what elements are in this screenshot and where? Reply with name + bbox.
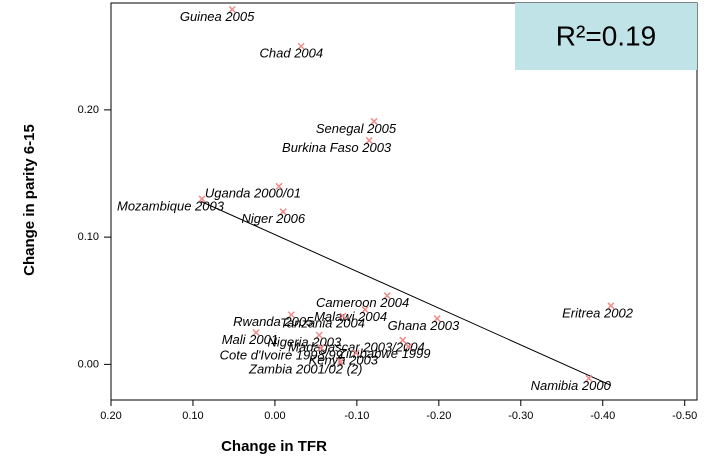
y-tick-label: 0.10 <box>78 231 99 243</box>
x-tick-label: 0.20 <box>100 410 121 422</box>
point-label: Cote d'Ivoire 1998/99 <box>220 347 343 362</box>
point <box>365 136 373 144</box>
y-tick-label: 0.20 <box>78 104 99 116</box>
point-label: Rwanda 2005 <box>233 314 314 329</box>
point <box>198 195 206 203</box>
point-label: Niger 2006 <box>242 211 306 226</box>
point-label: Malawi 2004 <box>314 309 387 324</box>
point <box>297 42 305 50</box>
point-label: Eritrea 2002 <box>562 305 634 320</box>
annotation: R²=0.19 <box>556 20 656 51</box>
x-tick-label: -0.10 <box>344 410 369 422</box>
x-tick-label: -0.30 <box>508 410 533 422</box>
point <box>336 358 345 366</box>
point <box>275 182 283 190</box>
x-tick-label: -0.50 <box>672 410 697 422</box>
point-label: Uganda 2000/01 <box>205 186 301 201</box>
point-label: Tanzania 2004 <box>280 315 365 330</box>
point-label: Mali 2001 <box>222 332 278 347</box>
point <box>585 374 593 382</box>
point-label: Senegal 2005 <box>316 121 397 136</box>
plot-frame <box>110 2 698 401</box>
point-label: Namibia 2000 <box>531 378 612 393</box>
x-tick-label: -0.40 <box>590 410 615 422</box>
x-tick-label: -0.20 <box>426 410 451 422</box>
point <box>361 306 369 314</box>
point <box>399 336 407 344</box>
point <box>317 344 325 352</box>
x-tick-label: 0.00 <box>264 410 285 422</box>
point-label: Kenya 2003 <box>309 352 379 367</box>
y-tick-label: 0.00 <box>78 358 99 370</box>
point-label: Zambia 2001/02 (2) <box>248 361 362 376</box>
point <box>252 329 260 337</box>
y-axis-title: Change in parity 6-15 <box>21 124 38 276</box>
point <box>404 343 413 351</box>
point <box>370 117 378 125</box>
point-label: Mozambique 2003 <box>117 198 225 213</box>
point-label: Madagascar 2003/2004 <box>288 340 425 355</box>
point-label: Guinea 2005 <box>180 9 255 24</box>
point-label: Chad 2004 <box>260 46 324 61</box>
point <box>315 331 323 339</box>
point <box>339 312 347 320</box>
point-label: Zimbabwe 1999 <box>337 346 431 361</box>
point <box>279 208 287 216</box>
annotation-box <box>515 3 697 70</box>
point-label: Burkina Faso 2003 <box>282 140 392 155</box>
point <box>228 5 236 13</box>
point <box>287 311 295 319</box>
point <box>383 292 391 300</box>
fit-line <box>200 201 612 386</box>
point <box>352 349 360 357</box>
point-label: Ghana 2003 <box>388 318 460 333</box>
point <box>433 315 441 323</box>
x-axis-title: Change in TFR <box>221 438 327 455</box>
x-tick-label: 0.10 <box>182 410 203 422</box>
point <box>607 302 615 310</box>
point-label: Cameroon 2004 <box>316 295 409 310</box>
